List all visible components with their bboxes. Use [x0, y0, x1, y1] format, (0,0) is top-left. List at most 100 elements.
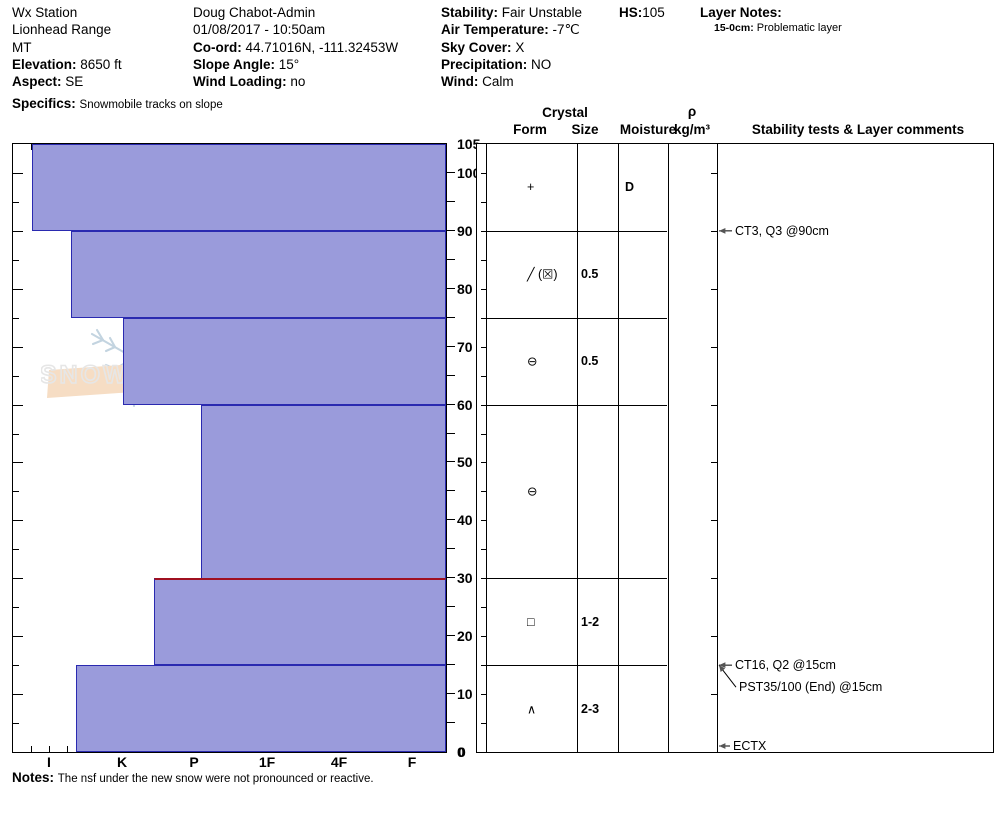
coord-row: Co-ord: 44.71016N, -111.32453W — [193, 39, 438, 56]
plot-depth-tick — [13, 578, 23, 579]
stability-axis-tick — [711, 289, 717, 290]
depth-label-100: 100 — [457, 164, 481, 181]
stability-label: Stability: — [441, 5, 499, 20]
slope-angle-row: Slope Angle: 15° — [193, 56, 438, 73]
wind-loading-row: Wind Loading: no — [193, 73, 438, 90]
depth-axis-tick — [447, 461, 455, 462]
state-value: MT — [12, 39, 32, 55]
crystal-size-cell-layer-5: 1-2 — [581, 614, 600, 629]
table-depth-tick — [481, 202, 487, 203]
hardness-label-4F: 4F — [330, 754, 348, 770]
depth-axis-tick — [447, 577, 455, 578]
layer-data-table: CT3, Q3 @90cm CT16, Q2 @15cm PST35/100 (En… — [476, 143, 994, 753]
depth-axis-tick — [447, 433, 455, 434]
table-depth-tick — [481, 231, 487, 232]
plot-depth-tick — [13, 202, 19, 203]
table-depth-tick — [481, 607, 487, 608]
layer-boundary-line — [486, 318, 667, 319]
table-depth-tick — [481, 491, 487, 492]
elevation-label: Elevation: — [12, 56, 77, 72]
plot-depth-tick — [13, 434, 19, 435]
plot-bottom-tick — [31, 746, 32, 752]
table-depth-tick — [481, 347, 487, 348]
state-row: MT — [12, 39, 192, 56]
layer-note-item: 15-0cm: Problematic layer — [700, 21, 990, 36]
notes-row: Notes: The nsf under the new snow were n… — [12, 770, 374, 785]
plot-depth-tick — [13, 607, 19, 608]
plot-depth-tick — [13, 636, 23, 637]
table-depth-tick — [481, 434, 487, 435]
hardness-bar-layer-1 — [32, 144, 446, 231]
crystal-form-cell-layer-1: + — [527, 180, 535, 195]
hs-row: HS:105 — [619, 4, 699, 21]
depth-label-60: 60 — [457, 396, 473, 413]
column-separator-moisture — [668, 144, 669, 752]
depth-axis-tick — [447, 346, 455, 347]
precipitation-row: Precipitation: NO — [441, 56, 616, 73]
column-separator-size — [618, 144, 619, 752]
aspect-value: SE — [65, 74, 84, 90]
table-depth-tick — [481, 723, 487, 724]
specifics-label: Specifics: — [12, 96, 76, 111]
column-separator-density — [717, 144, 718, 752]
table-depth-tick — [481, 260, 487, 261]
precipitation-label: Precipitation: — [441, 56, 528, 72]
depth-axis-tick — [447, 490, 455, 491]
datetime-row: 01/08/2017 - 10:50am — [193, 21, 438, 38]
stability-axis-tick — [711, 636, 717, 637]
table-depth-tick — [481, 694, 487, 695]
table-depth-tick — [481, 578, 487, 579]
table-depth-tick — [481, 289, 487, 290]
crystal-form-cell-layer-6: ∧ — [527, 702, 537, 717]
crystal-header: Crystal — [542, 105, 588, 120]
plot-depth-tick — [13, 405, 23, 406]
wind-row: Wind: Calm — [441, 73, 616, 90]
depth-label-30: 30 — [457, 570, 473, 587]
plot-depth-tick — [13, 231, 23, 232]
depth-zero-label: 0 — [458, 744, 466, 760]
stability-axis-tick — [711, 694, 717, 695]
table-column-headers: Crystal Form Size Moisture ρ kg/m³ Stabi… — [470, 104, 994, 143]
slope-angle-label: Slope Angle: — [193, 56, 276, 72]
observer-value: Doug Chabot-Admin — [193, 5, 316, 20]
air-temperature-value: -7℃ — [552, 22, 580, 38]
wx-station-row: Wx Station — [12, 4, 192, 21]
depth-label-10: 10 — [457, 686, 473, 703]
sky-cover-row: Sky Cover: X — [441, 39, 616, 56]
depth-axis-tick — [447, 288, 455, 289]
plot-depth-tick — [13, 289, 23, 290]
sky-cover-value: X — [515, 39, 525, 55]
table-depth-tick — [481, 405, 487, 406]
elevation-value: 8650 ft — [80, 56, 122, 72]
depth-axis-tick — [447, 635, 455, 636]
stability-axis-tick — [711, 173, 717, 174]
aspect-row: Aspect: SE — [12, 73, 192, 90]
specifics-value: Snowmobile tracks on slope — [79, 99, 223, 111]
plot-depth-tick — [13, 376, 19, 377]
depth-label-20: 20 — [457, 628, 473, 645]
layer-boundary-line — [486, 405, 667, 406]
header-column-conditions: Stability: Fair Unstable Air Temperature… — [441, 4, 616, 90]
depth-axis-tick — [447, 317, 455, 318]
hs-value: 105 — [642, 5, 665, 20]
crystal-size-cell-layer-6: 2-3 — [581, 701, 600, 716]
depth-axis-tick — [447, 172, 455, 173]
crystal-size-cell-layer-2: 0.5 — [581, 267, 599, 282]
wind-loading-value: no — [290, 74, 306, 90]
stability-axis-tick — [711, 405, 717, 406]
table-depth-tick — [481, 376, 487, 377]
size-header: Size — [571, 122, 599, 137]
crystal-form-cell-layer-5: □ — [527, 614, 535, 629]
notes-value: The nsf under the new snow were not pron… — [57, 773, 374, 785]
depth-label-70: 70 — [457, 338, 473, 355]
coord-value: 44.71016N, -111.32453W — [245, 39, 399, 55]
plot-bottom-tick — [49, 746, 50, 752]
column-separator-form — [577, 144, 578, 752]
stability-tests-header: Stability tests & Layer comments — [751, 122, 965, 137]
crystal-form-cell-layer-4: ⊖ — [527, 484, 538, 499]
plot-top-tick — [31, 144, 32, 150]
sky-cover-label: Sky Cover: — [441, 39, 512, 55]
hardness-bar-layer-3 — [123, 318, 446, 405]
stability-axis-tick — [711, 578, 717, 579]
notes-label: Notes: — [12, 770, 55, 785]
